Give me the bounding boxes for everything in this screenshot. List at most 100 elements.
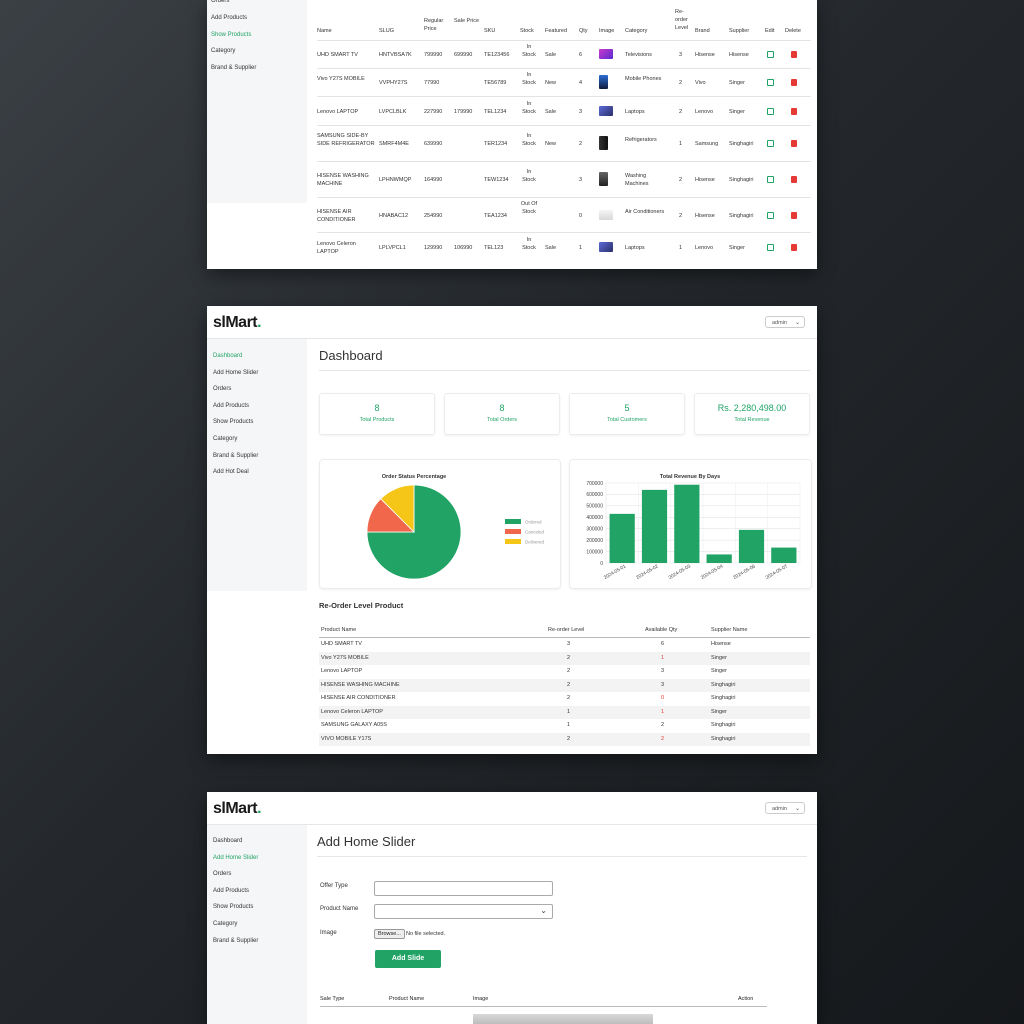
sidebar-item-brand-supplier[interactable]: Brand & Supplier — [213, 452, 259, 459]
sidebar-item-add-products[interactable]: Add Products — [213, 887, 250, 894]
product-name-select[interactable]: ⌄ — [374, 904, 553, 919]
no-file-text: No file selected. — [406, 931, 446, 937]
cell-regular: 77990 — [424, 80, 440, 86]
edit-icon[interactable] — [767, 211, 774, 219]
cell-name: UHD SMART TV — [317, 52, 358, 58]
cell-name: HISENSE WASHING MACHINE — [317, 173, 369, 187]
cell-available-qty: 2 — [661, 722, 665, 728]
col-product-name: Product Name — [389, 996, 425, 1002]
y-tick-label: 300000 — [586, 527, 603, 533]
sidebar-item-add-hot-deal[interactable]: Add Hot Deal — [213, 469, 249, 476]
pie-slice-delivered — [380, 484, 415, 533]
logo[interactable]: slMart. — [213, 314, 262, 331]
chart-title: Total Revenue By Days — [660, 474, 720, 480]
card-value: 8 — [374, 403, 380, 413]
sidebar-item-add-home-slider[interactable]: Add Home Slider — [213, 369, 259, 376]
cell-supplier: Hisense — [729, 52, 749, 58]
bar-2024-05-01 — [609, 513, 635, 563]
cell-brand: Lenovo — [695, 245, 714, 251]
cell-sku: TE123456 — [484, 52, 510, 58]
cell-brand: Lenovo — [695, 108, 714, 115]
legend-label: Ordered — [525, 520, 542, 525]
cell-regular: 639990 — [424, 141, 443, 147]
sidebar-item-show-products[interactable]: Show Products — [213, 419, 254, 426]
cell-brand: Hisense — [695, 177, 715, 183]
sidebar-item-show-products[interactable]: Show Products — [211, 32, 252, 38]
sidebar: Orders Add Products Show Products Catego… — [207, 0, 307, 203]
sidebar-item-orders[interactable]: Orders — [213, 386, 232, 393]
cell-reorder-level: 1 — [567, 722, 571, 728]
offer-type-input[interactable] — [374, 881, 553, 896]
table-row: HISENSE WASHING MACHINE 2 3 Singhagiri — [319, 678, 810, 692]
cell-category: Laptops — [625, 108, 645, 115]
cell-sku: TEL1234 — [484, 108, 507, 115]
edit-icon[interactable] — [767, 244, 774, 251]
delete-icon[interactable] — [791, 140, 797, 147]
edit-icon[interactable] — [767, 79, 774, 86]
product-thumbnail — [599, 209, 613, 220]
cell-stock: In Stock — [522, 133, 536, 147]
cell-slug: HNABAC12 — [379, 212, 409, 219]
sidebar-item-add-home-slider[interactable]: Add Home Slider — [213, 854, 259, 861]
sidebar-item-orders[interactable]: Orders — [213, 871, 232, 878]
cell-featured: New — [545, 141, 557, 147]
logo[interactable]: slMart. — [213, 800, 262, 817]
sidebar-item-orders[interactable]: Orders — [211, 0, 230, 4]
sidebar-item-add-products[interactable]: Add Products — [211, 15, 248, 21]
table-row: Vivo Y27S MOBILE 2 1 Singer — [319, 651, 810, 665]
divider — [319, 370, 810, 371]
edit-icon[interactable] — [767, 140, 774, 147]
table-row: Vivo Y27S MOBILE VVPHY27S 77990 TE56789 In S… — [317, 68, 811, 97]
delete-icon[interactable] — [791, 244, 797, 251]
legend-swatch — [505, 529, 521, 534]
cell-qty: 3 — [579, 177, 583, 183]
sidebar-item-brand-supplier[interactable]: Brand & Supplier — [213, 937, 259, 944]
cell-supplier: Singhagiri — [711, 681, 736, 688]
admin-dropdown[interactable]: admin ⌄ — [765, 802, 805, 814]
table-row: Lenovo Celeron LAPTOP 1 1 Singer — [319, 705, 810, 719]
column-header: Re-order Level — [548, 627, 585, 633]
column-header: Image — [599, 28, 615, 34]
sidebar-item-category[interactable]: Category — [213, 436, 238, 442]
column-header: Supplier — [729, 28, 750, 34]
cell-regular: 129990 — [424, 245, 443, 251]
cell-category: Televisions — [625, 52, 652, 58]
delete-icon[interactable] — [791, 79, 797, 86]
cell-reorder: 3 — [679, 52, 683, 58]
topbar: slMart. admin ⌄ — [207, 306, 817, 339]
edit-icon[interactable] — [767, 51, 774, 58]
sidebar-item-category[interactable]: Category — [211, 48, 236, 54]
sidebar-item-add-products[interactable]: Add Products — [213, 402, 250, 409]
delete-icon[interactable] — [791, 176, 797, 183]
edit-icon[interactable] — [767, 107, 774, 115]
cell-name: HISENSE AIR CONDITIONER — [317, 208, 356, 223]
browse-button[interactable]: Browse... — [374, 929, 405, 939]
cell-slug: LPLVPCL1 — [379, 245, 406, 251]
chevron-down-icon: ⌄ — [794, 320, 800, 326]
delete-icon[interactable] — [791, 107, 797, 115]
sidebar-item-brand-supplier[interactable]: Brand & Supplier — [211, 65, 257, 71]
sidebar-item-dashboard[interactable]: Dashboard — [213, 353, 243, 359]
cell-qty: 2 — [579, 141, 583, 147]
slider-table-header: Sale Type Product Name Image Action — [320, 996, 767, 1007]
table-row: HISENSE AIR CONDITIONER HNABAC12 254990 TEA… — [317, 197, 811, 233]
product-thumbnail — [599, 242, 613, 252]
table-row: SAMSUNG GALAXY A05S 1 2 Singhagiri — [319, 719, 810, 732]
cell-supplier: Singhagiri — [729, 141, 754, 147]
sidebar-item-show-products[interactable]: Show Products — [213, 904, 254, 911]
delete-icon[interactable] — [791, 51, 797, 58]
bar-2024-05-06 — [738, 529, 765, 563]
column-header: Category — [625, 28, 648, 34]
delete-icon[interactable] — [791, 211, 797, 219]
cell-available-qty: 3 — [661, 681, 665, 688]
y-tick-label: 500000 — [586, 504, 603, 510]
admin-dropdown[interactable]: admin ⌄ — [765, 316, 805, 328]
edit-icon[interactable] — [767, 176, 774, 183]
sidebar-item-dashboard[interactable]: Dashboard — [213, 838, 243, 844]
sidebar-item-category[interactable]: Category — [213, 921, 238, 927]
column-header: Product Name — [321, 627, 357, 633]
x-tick-label: 2024-05-07 — [765, 563, 790, 581]
products-screenshot: Orders Add Products Show Products Catego… — [207, 0, 817, 269]
add-slide-button[interactable]: Add Slide — [375, 950, 441, 968]
card-value: 8 — [499, 403, 505, 413]
